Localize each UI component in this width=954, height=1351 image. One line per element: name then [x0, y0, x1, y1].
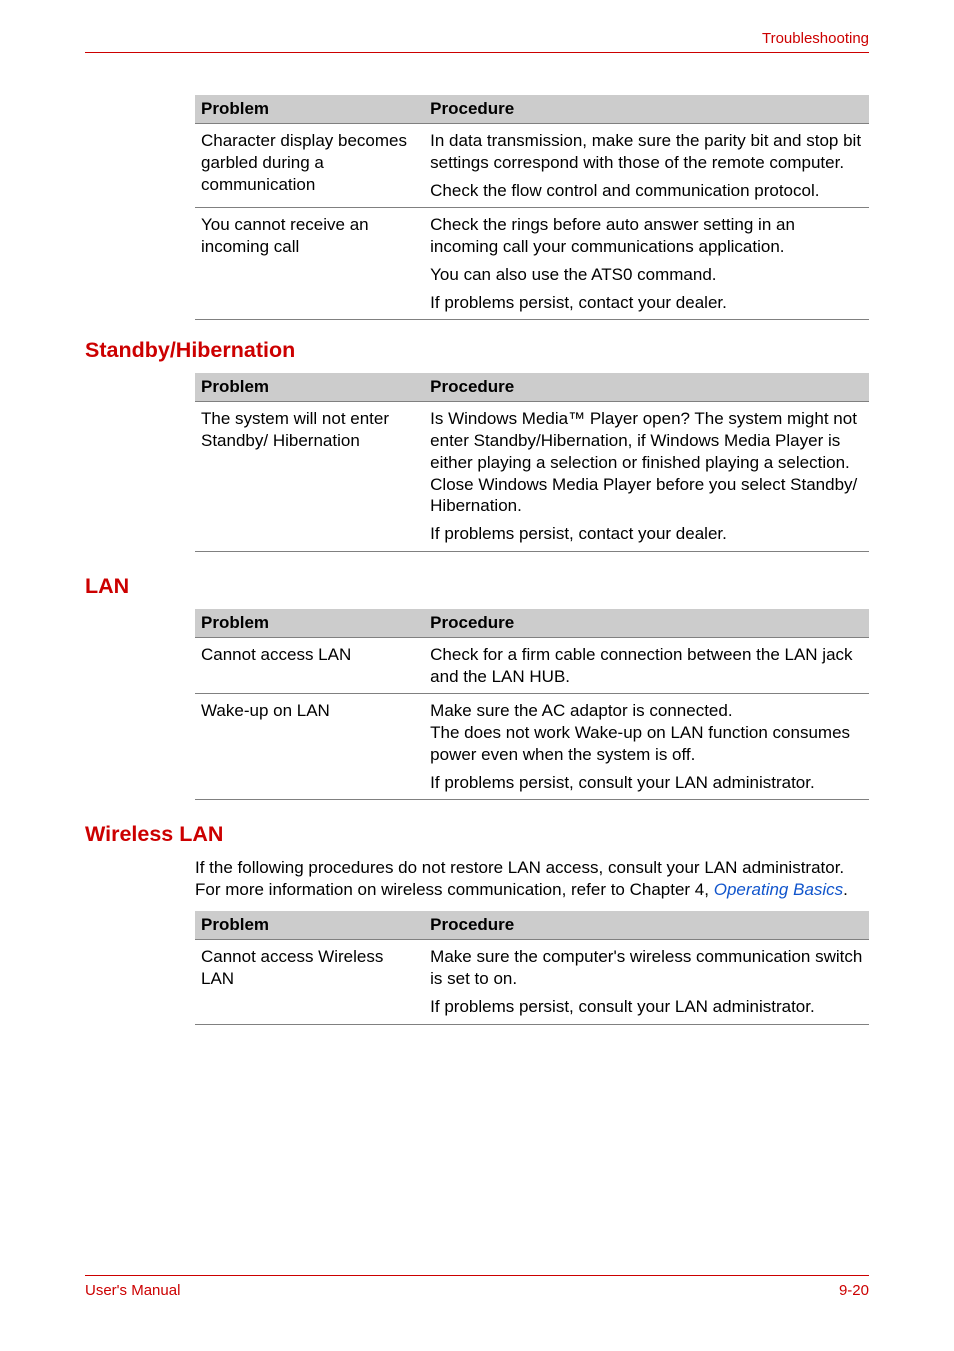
table-header-row: Problem Procedure [195, 911, 869, 940]
procedure-text: Check the rings before auto answer setti… [430, 214, 863, 258]
table-header-row: Problem Procedure [195, 609, 869, 638]
table-header-row: Problem Procedure [195, 95, 869, 124]
table-header-row: Problem Procedure [195, 373, 869, 402]
cell-procedure: Is Windows Media™ Player open? The syste… [424, 402, 869, 552]
col-header-problem: Problem [195, 911, 424, 940]
col-header-procedure: Procedure [424, 95, 869, 124]
col-header-procedure: Procedure [424, 373, 869, 402]
cell-problem: Character display becomes garbled during… [195, 124, 424, 208]
cell-procedure: Make sure the computer's wireless commun… [424, 940, 869, 1024]
cell-problem: The system will not enter Standby/ Hiber… [195, 402, 424, 552]
procedure-text: In data transmission, make sure the pari… [430, 130, 863, 174]
cell-procedure: Check the rings before auto answer setti… [424, 208, 869, 320]
content-area: Problem Procedure Character display beco… [195, 95, 869, 1025]
cell-problem: Cannot access Wireless LAN [195, 940, 424, 1024]
cell-problem: Cannot access LAN [195, 637, 424, 694]
footer-right: 9-20 [839, 1282, 869, 1299]
cell-procedure: Make sure the AC adaptor is connected. T… [424, 694, 869, 800]
table-row: Cannot access LAN Check for a firm cable… [195, 637, 869, 694]
footer: User's Manual 9-20 [85, 1275, 869, 1299]
header-rule [85, 52, 869, 53]
wlan-intro: If the following procedures do not resto… [195, 857, 869, 901]
procedure-text: If problems persist, consult your LAN ad… [430, 996, 863, 1018]
table-row: The system will not enter Standby/ Hiber… [195, 402, 869, 552]
col-header-problem: Problem [195, 609, 424, 638]
procedure-text: Check for a firm cable connection betwee… [430, 644, 863, 688]
col-header-procedure: Procedure [424, 609, 869, 638]
cell-procedure: In data transmission, make sure the pari… [424, 124, 869, 208]
page: Troubleshooting Problem Procedure Charac… [0, 0, 954, 1351]
procedure-text: Make sure the AC adaptor is connected. T… [430, 700, 863, 765]
footer-left: User's Manual [85, 1282, 180, 1299]
header-category: Troubleshooting [762, 30, 869, 47]
col-header-procedure: Procedure [424, 911, 869, 940]
procedure-text: If problems persist, consult your LAN ad… [430, 772, 863, 794]
heading-lan: LAN [85, 574, 869, 599]
operating-basics-link[interactable]: Operating Basics [714, 880, 843, 899]
procedure-text: If problems persist, contact your dealer… [430, 523, 863, 545]
cell-problem: You cannot receive an incoming call [195, 208, 424, 320]
wlan-intro-post: . [843, 880, 848, 899]
table-row: Wake-up on LAN Make sure the AC adaptor … [195, 694, 869, 800]
col-header-problem: Problem [195, 95, 424, 124]
table-standby: Problem Procedure The system will not en… [195, 373, 869, 552]
table-row: You cannot receive an incoming call Chec… [195, 208, 869, 320]
heading-standby: Standby/Hibernation [85, 338, 869, 363]
cell-problem: Wake-up on LAN [195, 694, 424, 800]
procedure-text: Make sure the computer's wireless commun… [430, 946, 863, 990]
table-modem: Problem Procedure Character display beco… [195, 95, 869, 320]
procedure-text: If problems persist, contact your dealer… [430, 292, 863, 314]
procedure-text: You can also use the ATS0 command. [430, 264, 863, 286]
table-lan: Problem Procedure Cannot access LAN Chec… [195, 609, 869, 801]
cell-procedure: Check for a firm cable connection betwee… [424, 637, 869, 694]
procedure-text: Is Windows Media™ Player open? The syste… [430, 408, 863, 517]
table-row: Cannot access Wireless LAN Make sure the… [195, 940, 869, 1024]
heading-wlan: Wireless LAN [85, 822, 869, 847]
table-row: Character display becomes garbled during… [195, 124, 869, 208]
col-header-problem: Problem [195, 373, 424, 402]
table-wlan: Problem Procedure Cannot access Wireless… [195, 911, 869, 1024]
procedure-text: Check the flow control and communication… [430, 180, 863, 202]
